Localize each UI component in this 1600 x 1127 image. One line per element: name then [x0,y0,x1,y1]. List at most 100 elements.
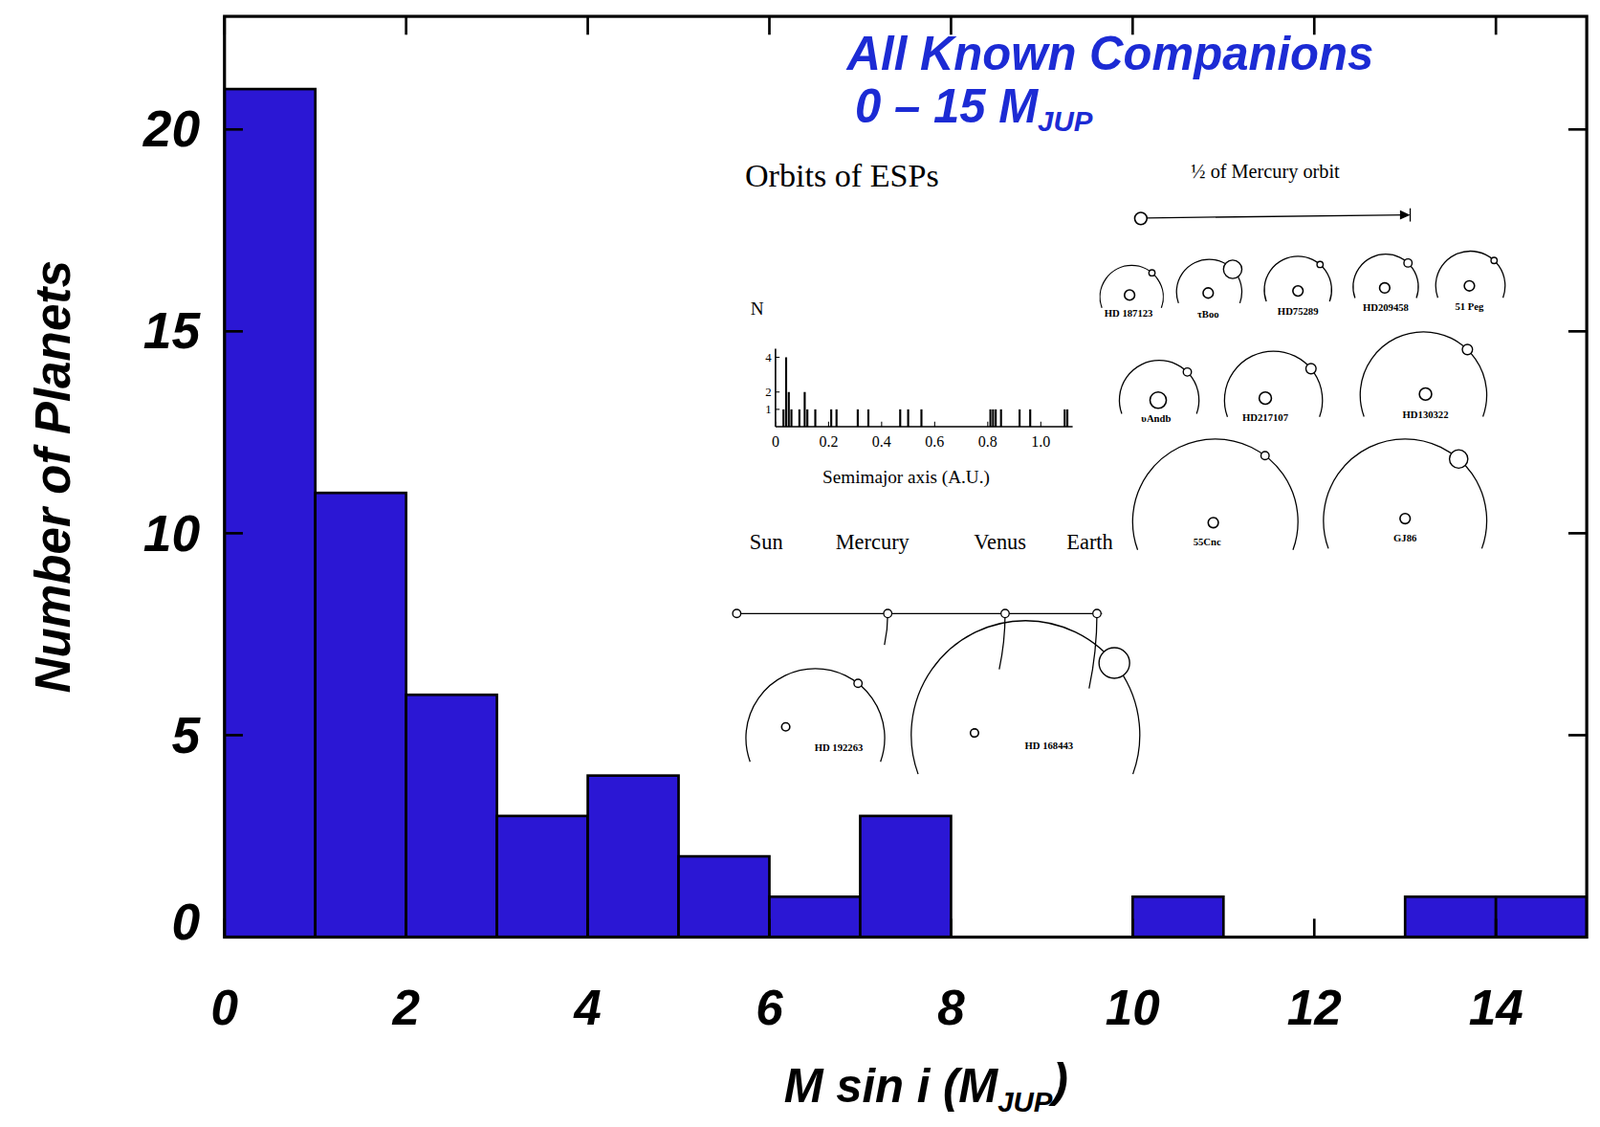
star [1259,392,1272,405]
inset-y-tick-label: 4 [765,350,772,365]
arrow-head [1400,210,1411,220]
solar-planet [1001,609,1010,618]
y-tick-label: 20 [142,100,201,157]
system-label: HD217107 [1242,412,1290,423]
inset-x-tick [774,421,776,427]
planet [1223,260,1242,279]
star [1124,289,1136,301]
inset-bar [785,356,788,427]
star [781,722,790,731]
inset-y-axis [774,348,777,427]
y-tick [1568,128,1587,132]
inset-y-tick [775,356,780,358]
planet-system: υAndb [1118,360,1199,424]
inset-bar [789,409,792,427]
x-tick [222,918,226,937]
orbit [745,668,885,762]
inset-bar [813,409,816,427]
scale-arrow [1146,215,1408,219]
planet-system: HD 187123 [1099,264,1163,318]
histogram-bar [1495,896,1587,937]
inset-bar [856,409,859,427]
inset-bar [1000,409,1003,427]
system-label: HD130322 [1402,409,1449,420]
planet [854,679,863,688]
star [1400,513,1411,525]
inset-y-axis-title: N [750,298,765,319]
inset-x-tick [880,421,882,427]
orbit [1264,256,1332,302]
planet [1183,368,1192,377]
histogram-bar [679,855,770,937]
orbit [1435,251,1506,299]
y-tick [224,329,243,333]
star [1203,287,1214,299]
y-tick-label: 10 [143,504,201,562]
inset-bar [788,392,790,427]
inset-y-tick-label: 1 [765,402,771,417]
inset-x-tick-label: 0.2 [818,433,838,450]
scale-end [1409,208,1411,222]
x-tick-label: 12 [1287,980,1342,1035]
solar-line [741,613,1103,614]
system-label: υAndb [1140,413,1171,424]
inset-x-tick [828,421,830,427]
planet [1403,259,1413,268]
solar-label: Mercury [835,529,911,554]
x-tick [404,16,408,35]
subtitle: 0 – 15 MJUP [854,80,1094,137]
system-label: GJ86 [1393,532,1418,544]
orbit [911,620,1140,774]
inset-x-tick-label: 0.6 [924,433,944,450]
x-tick [1494,16,1498,35]
planet-system: HD217107 [1224,350,1322,423]
planet [1305,363,1316,374]
star [1207,517,1219,528]
planet [1316,261,1323,267]
y-tick-label: 0 [171,893,200,950]
inset-x-tick-label: 0.8 [978,433,998,450]
axes: 0246810121405101520 [142,16,1587,1035]
solar-planet [883,609,893,618]
x-tick [586,918,590,937]
planet-system: GJ86 [1323,438,1488,549]
x-tick [222,16,226,35]
system-label: 51 Peg [1454,301,1485,312]
text-part: M sin i (M [784,1059,1000,1112]
system-label: τBoo [1197,308,1220,320]
y-tick [224,935,243,939]
inset-bar [994,409,997,427]
x-tick-label: 0 [210,980,238,1035]
y-tick [1568,935,1587,939]
inset-bar [867,409,870,427]
system-label: HD75289 [1277,306,1319,317]
y-axis-title: Number of Planets [25,260,81,693]
planet-system: HD 192263 [745,668,885,762]
y-tick [224,733,243,737]
solar-label: Venus [973,529,1027,554]
histogram-bar [315,492,407,937]
orbit-diagram: Orbits of ESPs½ of Mercury orbitSunMercu… [732,157,1506,774]
inset-bar [898,409,901,427]
plot-frame [224,16,1587,937]
inset-bar [1018,409,1021,427]
inset-bar [1029,409,1031,427]
orbit [1132,438,1298,550]
text-part: JUP [1037,105,1094,137]
inset-bar [803,392,806,427]
inset-bars [782,356,1069,427]
histogram-bar [406,694,498,937]
planet [1462,344,1473,355]
x-tick [586,16,590,35]
inset-bar [920,409,922,427]
planet [1449,449,1469,468]
system-label: 55Cnc [1193,536,1222,548]
planet [1148,269,1155,276]
x-tick-label: 14 [1468,980,1524,1035]
histogram-bar [1404,896,1496,937]
inset-x-tick-label: 0 [771,433,780,450]
star [1419,387,1432,400]
x-tick [404,918,408,937]
y-tick [1568,329,1587,333]
inset-x-tick-label: 1.0 [1030,433,1051,450]
